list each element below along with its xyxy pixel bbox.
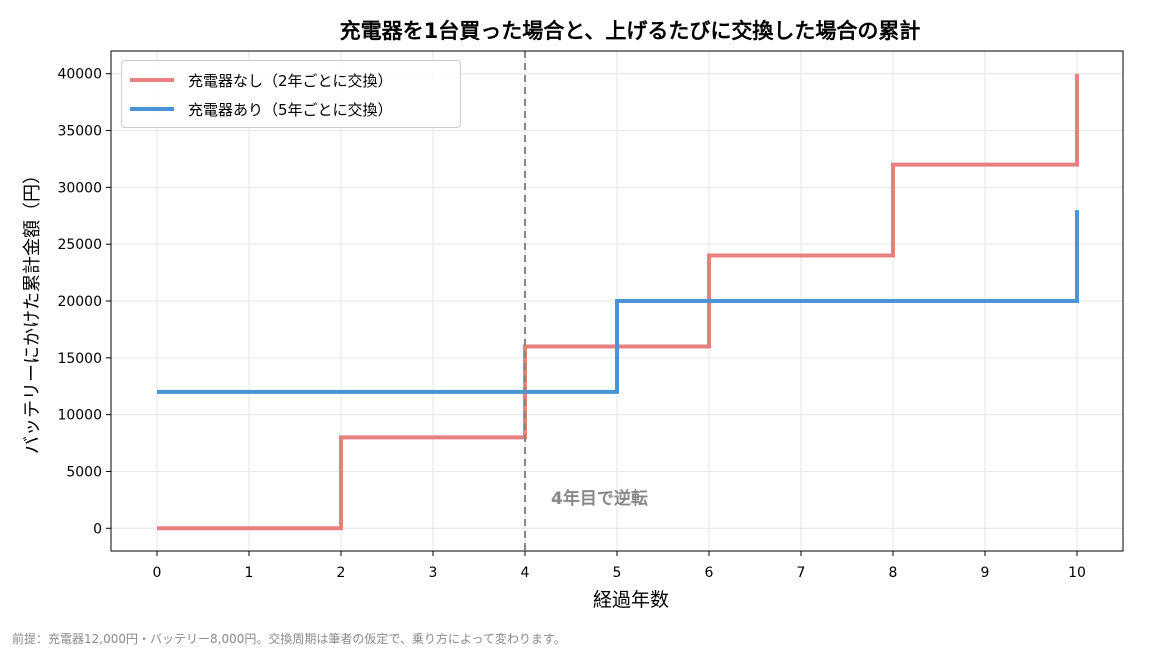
- y-axis-ticks: 0 5000 10000 15000 20000 25000 30000 35000 40000: [57, 67, 111, 537]
- annotation-label: 4年目で逆転: [551, 488, 648, 509]
- legend-item-series-1: 充電器なし（2年ごとに交換）: [130, 68, 393, 92]
- legend-item-series-2: 充電器あり（5年ごとに交換）: [130, 97, 393, 121]
- legend-label-series-2: 充電器あり（5年ごとに交換）: [188, 100, 393, 119]
- x-tick-label: 2: [337, 565, 346, 581]
- y-tick-label: 25000: [57, 237, 102, 253]
- y-axis-label: バッテリーにかけた累計金額（円）: [22, 166, 43, 454]
- y-tick-label: 30000: [57, 180, 102, 196]
- x-tick-label: 4: [521, 565, 530, 581]
- y-tick-label: 35000: [57, 124, 102, 140]
- x-tick-label: 6: [705, 565, 714, 581]
- x-tick-label: 1: [245, 565, 254, 581]
- series-line-1: [157, 73, 1079, 531]
- series-group: [157, 73, 1079, 531]
- x-axis-ticks: 0 1 2 3 4 5 6 7 8 9 10: [153, 551, 1086, 581]
- y-tick-label: 0: [93, 521, 102, 537]
- x-tick-label: 7: [797, 565, 806, 581]
- x-axis-label: 経過年数: [593, 589, 669, 611]
- series-line-2: [157, 210, 1079, 394]
- x-tick-label: 8: [889, 565, 898, 581]
- legend-label-series-1: 充電器なし（2年ごとに交換）: [188, 71, 393, 90]
- x-tick-label: 0: [153, 565, 162, 581]
- footnote: 前提：充電器12,000円・バッテリー8,000円。交換周期は筆者の仮定で、乗り…: [12, 632, 566, 646]
- y-tick-label: 15000: [57, 351, 102, 367]
- legend-swatch-series-1: [130, 78, 174, 82]
- y-tick-label: 5000: [66, 464, 102, 480]
- x-tick-label: 9: [981, 565, 990, 581]
- chart-title: 充電器を1台買った場合と、上げるたびに交換した場合の累計: [340, 19, 921, 43]
- y-tick-label: 20000: [57, 294, 102, 310]
- y-tick-label: 40000: [57, 67, 102, 83]
- legend-swatch-series-2: [130, 107, 174, 111]
- x-tick-label: 10: [1068, 565, 1086, 581]
- y-tick-label: 10000: [57, 408, 102, 424]
- x-tick-label: 3: [429, 565, 438, 581]
- x-tick-label: 5: [613, 565, 622, 581]
- legend: 充電器なし（2年ごとに交換） 充電器あり（5年ごとに交換）: [121, 60, 461, 128]
